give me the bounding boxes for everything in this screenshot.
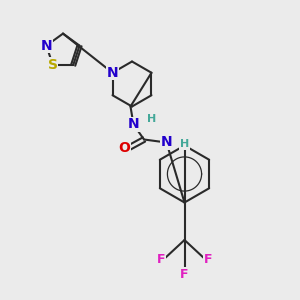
Text: O: O	[118, 142, 130, 155]
Text: N: N	[161, 136, 172, 149]
Text: F: F	[157, 253, 165, 266]
Text: N: N	[128, 118, 139, 131]
Text: F: F	[180, 268, 189, 281]
Text: N: N	[107, 66, 118, 80]
Text: F: F	[204, 253, 212, 266]
Text: H: H	[180, 139, 189, 149]
Text: S: S	[48, 58, 58, 72]
Text: H: H	[147, 113, 156, 124]
Text: N: N	[40, 39, 52, 52]
